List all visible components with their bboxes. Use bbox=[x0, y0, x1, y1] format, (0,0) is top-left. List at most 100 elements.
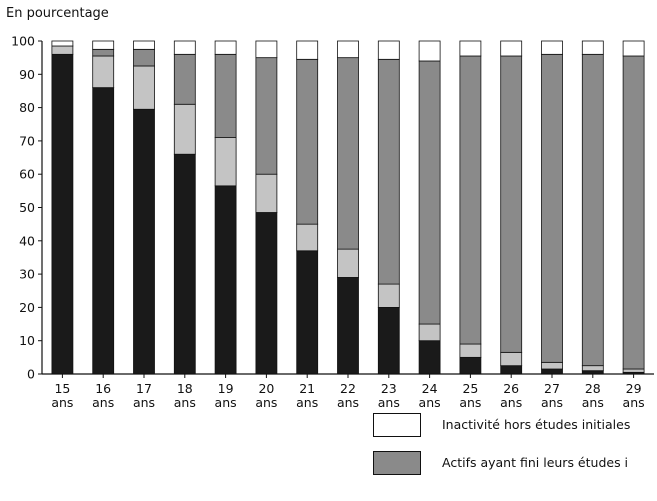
bar-segment bbox=[173, 103, 196, 155]
bar-segment bbox=[622, 40, 645, 57]
bar-segment bbox=[622, 368, 645, 373]
x-tick-unit: ans bbox=[296, 395, 318, 410]
bar-segment bbox=[296, 40, 319, 60]
bar-segment bbox=[581, 40, 604, 55]
x-tick-unit: ans bbox=[215, 395, 237, 410]
bar-segment bbox=[337, 277, 359, 375]
x-tick-label: 29 bbox=[626, 381, 642, 396]
x-tick-label: 26 bbox=[503, 381, 519, 396]
legend-swatch-inactivite bbox=[373, 413, 421, 437]
bar-segment bbox=[377, 58, 400, 285]
x-tick-unit: ans bbox=[255, 395, 277, 410]
bar-segment bbox=[500, 40, 523, 57]
bar-segment bbox=[337, 248, 359, 278]
bar-segment bbox=[133, 65, 155, 110]
legend-label-actifs: Actifs ayant fini leurs études i bbox=[442, 455, 629, 470]
y-tick-label: 100 bbox=[11, 34, 35, 49]
x-tick-unit: ans bbox=[419, 395, 441, 410]
x-tick-unit: ans bbox=[500, 395, 522, 410]
bar-segment bbox=[51, 40, 74, 47]
x-tick-label: 16 bbox=[95, 381, 111, 396]
bar-segment bbox=[255, 57, 278, 175]
bar-segment bbox=[92, 40, 115, 50]
bar-segment bbox=[418, 323, 441, 342]
x-tick-label: 24 bbox=[422, 381, 438, 396]
x-tick-unit: ans bbox=[337, 395, 359, 410]
stacked-bar-chart: 010203040506070809010015ans16ans17ans18a… bbox=[11, 34, 654, 410]
bar-segment bbox=[418, 340, 441, 375]
x-tick-unit: ans bbox=[623, 395, 645, 410]
y-axis-title: En pourcentage bbox=[6, 6, 109, 21]
bar-segment bbox=[214, 185, 237, 375]
bar-segment bbox=[133, 40, 155, 50]
x-tick-label: 22 bbox=[340, 381, 356, 396]
bar-segment bbox=[541, 368, 563, 375]
y-tick-label: 60 bbox=[19, 167, 35, 182]
x-tick-label: 18 bbox=[177, 381, 193, 396]
bar-segment bbox=[541, 361, 563, 370]
bar-segment bbox=[133, 48, 155, 67]
x-tick-label: 17 bbox=[136, 381, 152, 396]
bar-segment bbox=[622, 55, 645, 370]
x-tick-unit: ans bbox=[133, 395, 155, 410]
x-tick-unit: ans bbox=[459, 395, 481, 410]
x-tick-label: 15 bbox=[54, 381, 70, 396]
x-tick-unit: ans bbox=[92, 395, 114, 410]
x-tick-label: 27 bbox=[544, 381, 560, 396]
bar-segment bbox=[214, 40, 237, 55]
y-tick-label: 50 bbox=[19, 200, 35, 215]
bar-segment bbox=[296, 58, 319, 225]
legend-label-inactivite: Inactivité hors études initiales bbox=[442, 417, 631, 432]
x-tick-unit: ans bbox=[541, 395, 563, 410]
bar-segment bbox=[173, 153, 196, 375]
bar-segment bbox=[173, 53, 196, 105]
bar-segment bbox=[418, 40, 441, 62]
bar-segment bbox=[581, 365, 604, 372]
x-tick-label: 25 bbox=[462, 381, 478, 396]
y-tick-label: 20 bbox=[19, 300, 35, 315]
x-tick-unit: ans bbox=[51, 395, 73, 410]
x-tick-unit: ans bbox=[378, 395, 400, 410]
bar-segment bbox=[255, 40, 278, 59]
bar-segment bbox=[377, 283, 400, 308]
x-tick-label: 23 bbox=[381, 381, 397, 396]
bar-segment bbox=[541, 40, 563, 55]
x-tick-label: 28 bbox=[585, 381, 601, 396]
x-tick-label: 20 bbox=[258, 381, 274, 396]
bar-segment bbox=[92, 48, 115, 57]
bar-segment bbox=[337, 57, 359, 250]
bar-segment bbox=[51, 45, 74, 55]
y-tick-label: 70 bbox=[19, 133, 35, 148]
bar-segment bbox=[173, 40, 196, 55]
y-tick-label: 30 bbox=[19, 267, 35, 282]
x-tick-unit: ans bbox=[582, 395, 604, 410]
bar-segment bbox=[133, 108, 155, 375]
x-tick-label: 19 bbox=[218, 381, 234, 396]
bar-segment bbox=[92, 55, 115, 89]
bar-segment bbox=[459, 40, 482, 57]
x-tick-unit: ans bbox=[174, 395, 196, 410]
bar-segment bbox=[500, 365, 523, 375]
bar-segment bbox=[459, 356, 482, 375]
y-tick-label: 90 bbox=[19, 67, 35, 82]
y-tick-label: 10 bbox=[19, 333, 35, 348]
y-tick-label: 0 bbox=[27, 367, 35, 382]
y-tick-label: 40 bbox=[19, 233, 35, 248]
bar-segment bbox=[377, 40, 400, 60]
y-tick-label: 80 bbox=[19, 100, 35, 115]
bar-segment bbox=[296, 223, 319, 252]
x-tick-label: 21 bbox=[299, 381, 315, 396]
bar-segment bbox=[500, 351, 523, 367]
bar-segment bbox=[214, 137, 237, 187]
bar-segment bbox=[500, 55, 523, 353]
bar-segment bbox=[459, 343, 482, 358]
bar-segment bbox=[459, 55, 482, 345]
bar-segment bbox=[51, 53, 74, 375]
bar-segment bbox=[541, 53, 563, 363]
bar-segment bbox=[418, 60, 441, 325]
legend-swatch-actifs bbox=[373, 451, 421, 475]
bar-segment bbox=[214, 53, 237, 138]
bar-segment bbox=[337, 40, 359, 59]
bar-segment bbox=[377, 306, 400, 375]
bar-segment bbox=[92, 87, 115, 375]
